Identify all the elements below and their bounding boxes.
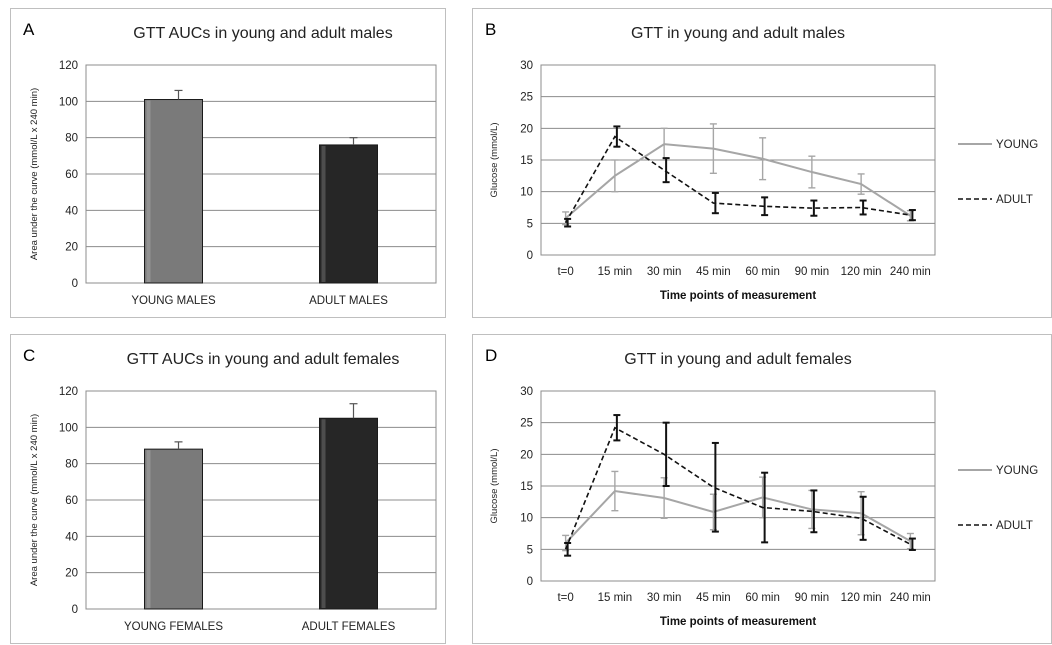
y-tick-label-d-6: 30: [520, 386, 533, 398]
y-tick-label-b-3: 15: [520, 155, 533, 167]
chart-a: A GTT AUCs in young and adult males 0 20 40 6…: [23, 20, 437, 307]
y-tick-label-c-4: 80: [65, 459, 78, 471]
legend-label-b-young: YOUNG: [996, 139, 1038, 151]
x-axis-label-b: Time points of measurement: [660, 290, 817, 302]
chart-title-d: GTT in young and adult females: [624, 351, 851, 368]
y-tick-label-d-0: 0: [527, 576, 533, 588]
series-line-d-adult: [564, 426, 911, 550]
legend-label-d-adult: ADULT: [996, 520, 1033, 532]
y-tick-label-b-5: 25: [520, 92, 533, 104]
chart-title-b: GTT in young and adult males: [631, 25, 845, 42]
y-tick-label-d-1: 5: [527, 544, 533, 556]
y-tick-label-c-0: 0: [72, 604, 78, 616]
x-tick-label-b-0: t=0: [557, 266, 573, 278]
category-label-a-0: YOUNG MALES: [131, 295, 216, 307]
panel-letter-a: A: [23, 20, 35, 39]
series-line-b-young: [564, 143, 911, 220]
panel-c: C GTT AUCs in young and adult females 0 20 4…: [10, 334, 446, 644]
y-axis-label-a: Area under the curve (mmol/L x 240 min): [29, 88, 40, 260]
y-tick-label-a-5: 100: [59, 96, 78, 108]
y-tick-label-c-6: 120: [59, 386, 78, 398]
x-tick-label-b-5: 90 min: [795, 266, 830, 278]
chart-d: D GTT in young and adult females 0 5 10 15 20 2…: [485, 346, 1038, 628]
y-tick-label-c-3: 60: [65, 495, 78, 507]
x-tick-label-b-1: 15 min: [598, 266, 633, 278]
chart-b: B GTT in young and adult males 0 5 10 15 20 25 3…: [485, 20, 1038, 302]
y-tick-label-a-1: 20: [65, 242, 78, 254]
bar-a-1: [319, 144, 378, 284]
y-tick-label-b-6: 30: [520, 60, 533, 72]
panel-d: D GTT in young and adult females 0 5 10 15 20 2…: [472, 334, 1052, 644]
y-tick-label-c-2: 40: [65, 531, 78, 543]
y-tick-label-b-0: 0: [527, 250, 533, 262]
y-axis-label-b: Glucose (mmol/L): [489, 123, 500, 198]
panel-b: B GTT in young and adult males 0 5 10 15 20 25 3…: [472, 8, 1052, 318]
y-tick-label-d-2: 10: [520, 513, 533, 525]
category-label-a-1: ADULT MALES: [309, 295, 388, 307]
category-label-c-0: YOUNG FEMALES: [124, 621, 223, 633]
x-tick-label-d-3: 45 min: [696, 592, 731, 604]
legend-label-b-adult: ADULT: [996, 194, 1033, 206]
y-tick-label-b-4: 20: [520, 123, 533, 135]
panel-a: A GTT AUCs in young and adult males 0 20 40 6…: [10, 8, 446, 318]
y-tick-label-b-2: 10: [520, 187, 533, 199]
y-tick-label-a-4: 80: [65, 133, 78, 145]
x-tick-label-d-5: 90 min: [795, 592, 830, 604]
x-tick-label-b-7: 240 min: [890, 266, 931, 278]
category-label-c-1: ADULT FEMALES: [302, 621, 396, 633]
x-tick-label-d-6: 120 min: [841, 592, 882, 604]
y-axis-label-d: Glucose (mmol/L): [489, 449, 500, 524]
y-tick-label-d-4: 20: [520, 449, 533, 461]
y-tick-label-a-2: 40: [65, 205, 78, 217]
chart-c: C GTT AUCs in young and adult females 0 20 4…: [23, 346, 437, 633]
x-tick-label-d-2: 30 min: [647, 592, 682, 604]
x-tick-label-d-4: 60 min: [745, 592, 780, 604]
series-line-d-young: [564, 490, 911, 544]
bar-highlight-a-0: [146, 100, 151, 283]
bar-c-0: [144, 448, 203, 610]
chart-title-c: GTT AUCs in young and adult females: [127, 351, 400, 368]
panel-letter-b: B: [485, 20, 496, 39]
y-axis-label-c: Area under the curve (mmol/L x 240 min): [29, 414, 40, 586]
chart-title-a: GTT AUCs in young and adult males: [133, 25, 392, 42]
y-tick-label-c-5: 100: [59, 422, 78, 434]
panel-letter-d: D: [485, 346, 497, 365]
y-tick-label-a-3: 60: [65, 169, 78, 181]
x-axis-label-d: Time points of measurement: [660, 616, 817, 628]
y-tick-label-d-5: 25: [520, 418, 533, 430]
y-tick-label-a-6: 120: [59, 60, 78, 72]
x-tick-label-b-4: 60 min: [745, 266, 780, 278]
x-tick-label-d-7: 240 min: [890, 592, 931, 604]
panel-letter-c: C: [23, 346, 35, 365]
bar-c-1: [319, 417, 378, 610]
bar-highlight-c-0: [146, 450, 151, 608]
bar-highlight-a-1: [321, 145, 326, 282]
x-tick-label-b-2: 30 min: [647, 266, 682, 278]
x-tick-label-d-1: 15 min: [598, 592, 633, 604]
bar-highlight-c-1: [321, 419, 326, 608]
x-tick-label-b-3: 45 min: [696, 266, 731, 278]
series-line-b-adult: [564, 135, 911, 224]
y-tick-label-a-0: 0: [72, 278, 78, 290]
x-tick-label-d-0: t=0: [557, 592, 573, 604]
y-tick-label-d-3: 15: [520, 481, 533, 493]
x-tick-label-b-6: 120 min: [841, 266, 882, 278]
legend-label-d-young: YOUNG: [996, 465, 1038, 477]
y-tick-label-b-1: 5: [527, 218, 533, 230]
bar-a-0: [144, 99, 203, 284]
y-tick-label-c-1: 20: [65, 568, 78, 580]
